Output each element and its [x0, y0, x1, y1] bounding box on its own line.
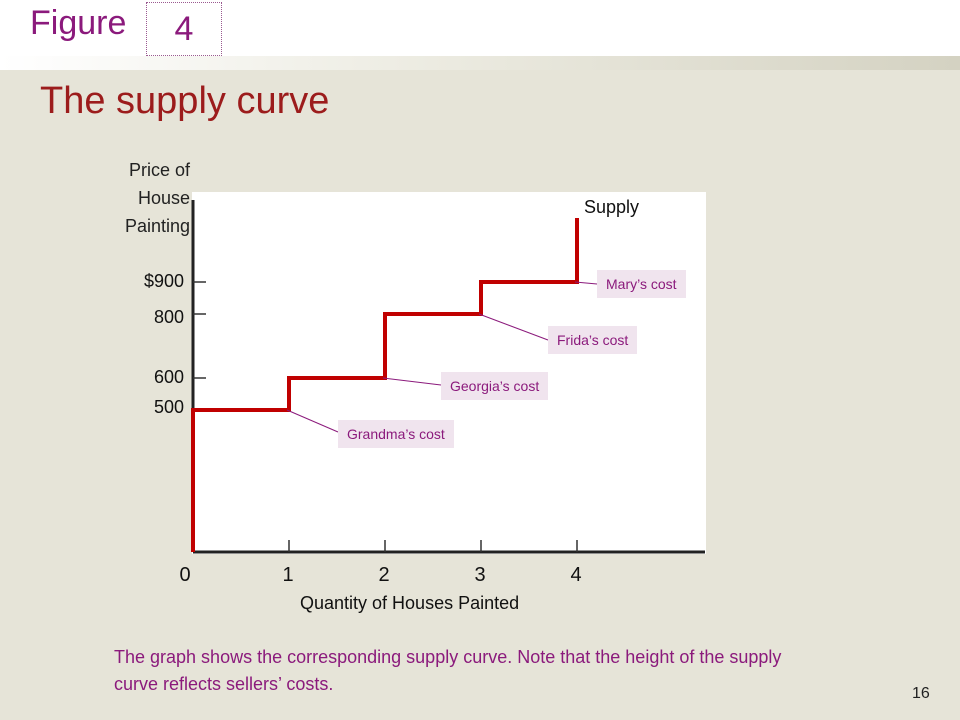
cost-leader-line — [574, 281, 598, 285]
x-axis-label: Quantity of Houses Painted — [300, 593, 520, 613]
y-axis-label-line: Painting — [124, 216, 190, 236]
mary-cost-label: Mary’s cost — [597, 270, 686, 298]
cost-leader-line — [478, 313, 549, 341]
y-tick-label: $900 — [143, 271, 184, 291]
page-number: 16 — [912, 685, 930, 702]
x-tick-label: 1 — [282, 564, 294, 586]
supply-series-label: Supply — [584, 197, 640, 217]
y-tick-label: 600 — [153, 367, 184, 387]
header-stripe — [0, 56, 960, 70]
y-axis-label-line: House — [137, 188, 190, 208]
x-tick-label: 3 — [474, 564, 486, 586]
frida-cost-label: Frida’s cost — [548, 326, 638, 354]
georgia-cost-label: Georgia’s cost — [441, 372, 549, 400]
slide-title: The supply curve — [40, 80, 330, 122]
x-tick-label: 0 — [179, 564, 191, 586]
grandma-cost-label: Grandma’s cost — [338, 420, 454, 448]
y-axis-label-line: Price of — [128, 160, 190, 180]
cost-leader-line — [382, 377, 442, 386]
figure-label: Figure — [30, 4, 127, 42]
y-tick-label: 800 — [153, 307, 184, 327]
y-axis-label: Price of House Painting — [92, 156, 190, 240]
cost-leader-line — [286, 409, 339, 433]
figure-number: 4 — [146, 2, 222, 56]
supply-curve — [191, 218, 579, 552]
caption-text: The graph shows the corresponding supply… — [114, 647, 782, 694]
y-tick-label: 500 — [153, 397, 184, 417]
x-tick-label: 2 — [378, 564, 390, 586]
x-tick-label: 4 — [570, 564, 582, 586]
